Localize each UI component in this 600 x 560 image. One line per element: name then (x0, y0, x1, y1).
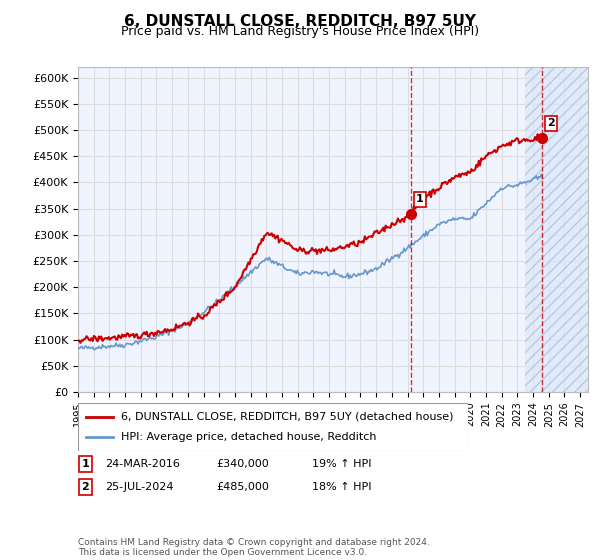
Text: Price paid vs. HM Land Registry's House Price Index (HPI): Price paid vs. HM Land Registry's House … (121, 25, 479, 38)
FancyBboxPatch shape (78, 403, 468, 451)
Bar (525, 67, 588, 392)
Text: 1: 1 (82, 459, 89, 469)
Text: 19% ↑ HPI: 19% ↑ HPI (312, 459, 371, 469)
Text: 2: 2 (82, 482, 89, 492)
Text: 1: 1 (416, 194, 424, 204)
Text: 2: 2 (547, 118, 554, 128)
Text: £485,000: £485,000 (216, 482, 269, 492)
Text: 25-JUL-2024: 25-JUL-2024 (105, 482, 173, 492)
Text: 6, DUNSTALL CLOSE, REDDITCH, B97 5UY (detached house): 6, DUNSTALL CLOSE, REDDITCH, B97 5UY (de… (121, 412, 454, 422)
Text: £340,000: £340,000 (216, 459, 269, 469)
Text: HPI: Average price, detached house, Redditch: HPI: Average price, detached house, Redd… (121, 432, 376, 442)
FancyBboxPatch shape (79, 479, 92, 494)
Text: 6, DUNSTALL CLOSE, REDDITCH, B97 5UY: 6, DUNSTALL CLOSE, REDDITCH, B97 5UY (124, 14, 476, 29)
Text: Contains HM Land Registry data © Crown copyright and database right 2024.
This d: Contains HM Land Registry data © Crown c… (78, 538, 430, 557)
Text: 18% ↑ HPI: 18% ↑ HPI (312, 482, 371, 492)
Text: 24-MAR-2016: 24-MAR-2016 (105, 459, 180, 469)
FancyBboxPatch shape (79, 456, 92, 472)
